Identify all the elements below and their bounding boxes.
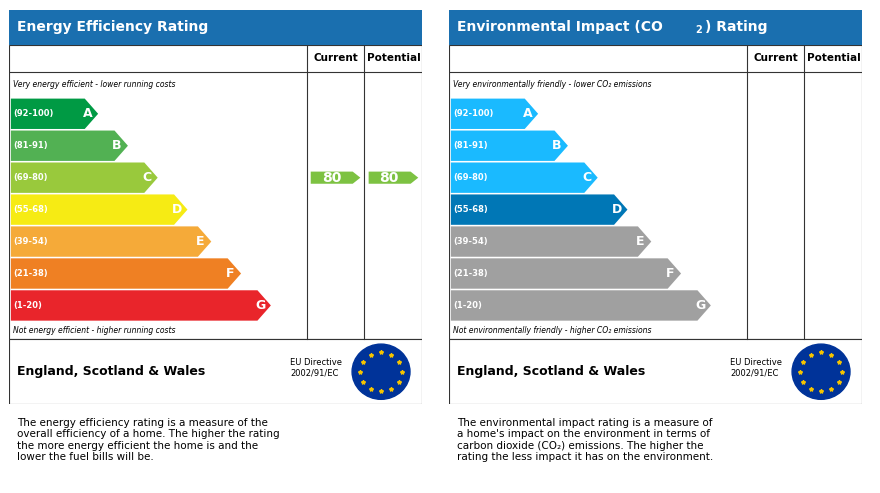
Text: B: B	[113, 139, 121, 152]
Polygon shape	[451, 194, 627, 225]
Text: Very energy efficient - lower running costs: Very energy efficient - lower running co…	[13, 80, 175, 90]
Polygon shape	[451, 131, 568, 161]
Text: (21-38): (21-38)	[453, 269, 488, 278]
Text: (39-54): (39-54)	[13, 237, 48, 246]
Text: (69-80): (69-80)	[453, 173, 488, 182]
Text: B: B	[553, 139, 561, 152]
Text: C: C	[583, 171, 591, 184]
Text: 80: 80	[322, 171, 341, 185]
Text: D: D	[612, 203, 622, 216]
Polygon shape	[11, 194, 187, 225]
Text: (21-38): (21-38)	[13, 269, 48, 278]
Text: A: A	[83, 107, 92, 120]
Text: The energy efficiency rating is a measure of the
overall efficiency of a home. T: The energy efficiency rating is a measur…	[17, 418, 280, 462]
Text: (92-100): (92-100)	[13, 109, 54, 118]
Circle shape	[352, 344, 410, 399]
Text: The environmental impact rating is a measure of
a home's impact on the environme: The environmental impact rating is a mea…	[457, 418, 714, 462]
Polygon shape	[369, 172, 418, 184]
Polygon shape	[11, 258, 241, 289]
Text: Potential: Potential	[367, 53, 421, 64]
Text: (81-91): (81-91)	[13, 141, 48, 150]
Text: (1-20): (1-20)	[453, 301, 482, 310]
FancyBboxPatch shape	[449, 339, 862, 404]
Circle shape	[792, 344, 850, 399]
Text: G: G	[695, 299, 705, 312]
Text: 2: 2	[695, 25, 701, 35]
Text: D: D	[172, 203, 182, 216]
Text: F: F	[666, 267, 674, 280]
FancyBboxPatch shape	[449, 10, 862, 44]
Polygon shape	[11, 99, 99, 129]
Text: 80: 80	[379, 171, 399, 185]
Text: EU Directive
2002/91/EC: EU Directive 2002/91/EC	[730, 358, 782, 378]
Text: F: F	[226, 267, 234, 280]
FancyBboxPatch shape	[9, 10, 422, 44]
Text: Not energy efficient - higher running costs: Not energy efficient - higher running co…	[13, 326, 175, 335]
Text: Energy Efficiency Rating: Energy Efficiency Rating	[17, 20, 209, 34]
Text: Current: Current	[313, 53, 358, 64]
Text: (81-91): (81-91)	[453, 141, 488, 150]
Text: (92-100): (92-100)	[453, 109, 494, 118]
Text: E: E	[636, 235, 645, 248]
Polygon shape	[311, 172, 361, 184]
Text: C: C	[143, 171, 151, 184]
Polygon shape	[451, 258, 681, 289]
Text: (39-54): (39-54)	[453, 237, 488, 246]
Text: Very environmentally friendly - lower CO₂ emissions: Very environmentally friendly - lower CO…	[453, 80, 651, 90]
Text: G: G	[255, 299, 265, 312]
Polygon shape	[11, 290, 271, 320]
Polygon shape	[451, 290, 711, 320]
Text: (55-68): (55-68)	[13, 205, 48, 214]
Text: EU Directive
2002/91/EC: EU Directive 2002/91/EC	[290, 358, 342, 378]
Polygon shape	[11, 226, 211, 257]
Text: (69-80): (69-80)	[13, 173, 48, 182]
Polygon shape	[451, 163, 598, 193]
FancyBboxPatch shape	[9, 339, 422, 404]
Polygon shape	[451, 226, 651, 257]
Text: (1-20): (1-20)	[13, 301, 42, 310]
Text: ) Rating: ) Rating	[705, 20, 767, 34]
Polygon shape	[11, 163, 158, 193]
Text: (55-68): (55-68)	[453, 205, 488, 214]
Text: Current: Current	[753, 53, 798, 64]
Text: E: E	[196, 235, 205, 248]
Text: A: A	[523, 107, 532, 120]
Text: England, Scotland & Wales: England, Scotland & Wales	[17, 365, 205, 378]
Polygon shape	[11, 131, 128, 161]
Text: Not environmentally friendly - higher CO₂ emissions: Not environmentally friendly - higher CO…	[453, 326, 651, 335]
Text: Potential: Potential	[807, 53, 861, 64]
Text: Environmental Impact (CO: Environmental Impact (CO	[457, 20, 663, 34]
Text: England, Scotland & Wales: England, Scotland & Wales	[457, 365, 645, 378]
Polygon shape	[451, 99, 539, 129]
FancyBboxPatch shape	[449, 44, 862, 339]
FancyBboxPatch shape	[9, 44, 422, 339]
